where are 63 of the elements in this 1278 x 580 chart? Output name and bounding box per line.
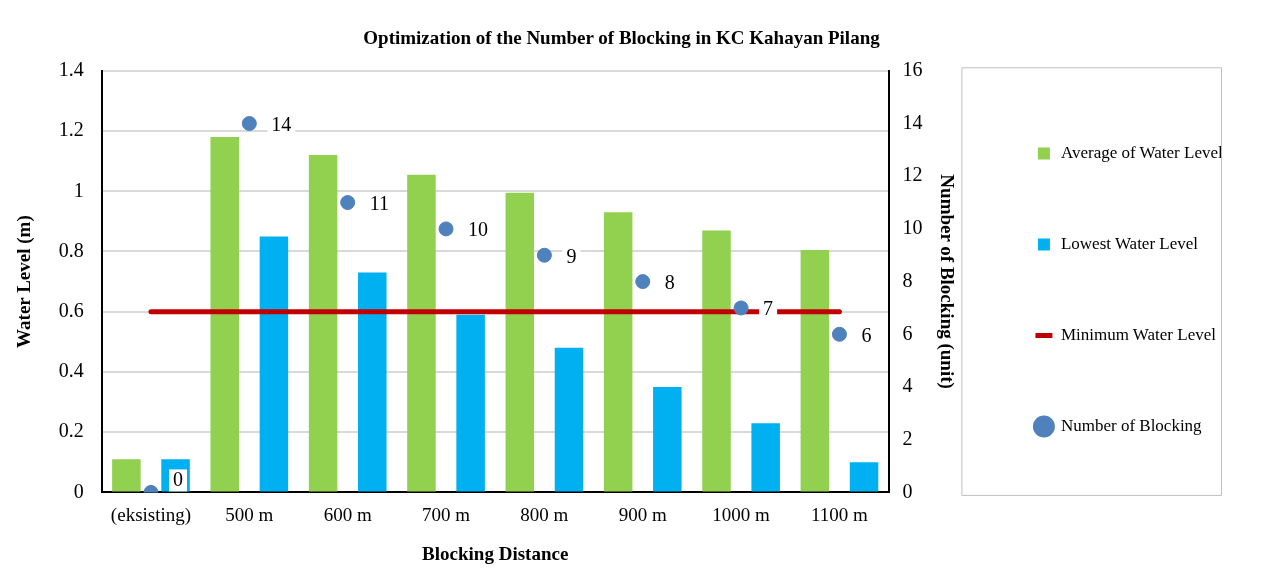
data-label: 7 bbox=[763, 297, 774, 320]
y2-tick-label: 8 bbox=[902, 268, 913, 291]
y-tick-label: 0.4 bbox=[58, 359, 84, 382]
bar bbox=[259, 236, 289, 492]
point bbox=[733, 300, 749, 316]
y2-tick-label: 0 bbox=[902, 479, 913, 502]
bar bbox=[603, 212, 633, 492]
bar bbox=[702, 230, 731, 492]
bar bbox=[505, 192, 535, 492]
y2-tick-label: 14 bbox=[902, 110, 923, 133]
data-label: 0 bbox=[172, 467, 183, 490]
bar bbox=[456, 314, 485, 492]
bar bbox=[112, 459, 141, 492]
y2-tick-label: 12 bbox=[902, 163, 923, 186]
y-axis-title: Water Level (m) bbox=[13, 215, 36, 348]
y2-tick-label: 6 bbox=[902, 321, 913, 344]
y2-tick-label: 4 bbox=[902, 374, 913, 397]
y2-tick-label: 10 bbox=[902, 216, 923, 239]
bar bbox=[407, 174, 436, 492]
bar bbox=[358, 272, 387, 492]
x-tick-label: 900 m bbox=[618, 503, 667, 525]
y2-axis-title: Number of Blocking (unit) bbox=[936, 174, 959, 389]
x-tick-label: 600 m bbox=[323, 503, 372, 525]
data-label: 14 bbox=[271, 112, 292, 135]
bar bbox=[751, 423, 780, 492]
point bbox=[635, 274, 651, 290]
point bbox=[340, 195, 356, 211]
x-tick-label: 1100 m bbox=[811, 503, 869, 525]
x-tick-label: 700 m bbox=[422, 503, 471, 525]
x-tick-label: 500 m bbox=[225, 503, 274, 525]
data-label: 6 bbox=[861, 323, 872, 346]
legend-label: Minimum Water Level bbox=[1060, 324, 1217, 344]
chart-title: Optimization of the Number of Blocking in KC Kahayan Pilang bbox=[363, 27, 881, 49]
x-axis-title: Blocking Distance bbox=[422, 542, 569, 564]
legend-label: Number of Blocking bbox=[1060, 415, 1203, 435]
point bbox=[438, 221, 454, 237]
point bbox=[831, 326, 847, 342]
bar bbox=[554, 347, 584, 492]
x-tick-label: 800 m bbox=[520, 503, 569, 525]
y-tick-label: 0 bbox=[73, 479, 84, 502]
data-label: 9 bbox=[566, 244, 577, 267]
bar bbox=[849, 462, 879, 492]
y2-tick-label: 16 bbox=[902, 58, 923, 81]
x-tick-label: (eksisting) bbox=[110, 503, 192, 526]
legend-label: Lowest Water Level bbox=[1060, 233, 1199, 253]
y-tick-label: 1 bbox=[73, 178, 84, 201]
point bbox=[241, 116, 257, 131]
y-tick-label: 0.2 bbox=[58, 419, 84, 442]
bar bbox=[210, 137, 239, 492]
y-tick-label: 0.6 bbox=[58, 298, 84, 321]
legend-label: Average of Water Level bbox=[1060, 142, 1223, 162]
bar bbox=[800, 249, 830, 492]
point bbox=[536, 247, 552, 263]
data-label: 10 bbox=[468, 218, 489, 241]
data-label: 11 bbox=[369, 191, 389, 214]
bar bbox=[308, 155, 338, 492]
bar bbox=[653, 387, 682, 492]
data-label: 8 bbox=[664, 270, 675, 293]
y2-tick-label: 2 bbox=[902, 426, 913, 449]
x-tick-label: 1000 m bbox=[712, 503, 771, 525]
y-tick-label: 1.2 bbox=[58, 118, 84, 141]
y-tick-label: 1.4 bbox=[58, 58, 84, 81]
y-tick-label: 0.8 bbox=[58, 238, 84, 261]
